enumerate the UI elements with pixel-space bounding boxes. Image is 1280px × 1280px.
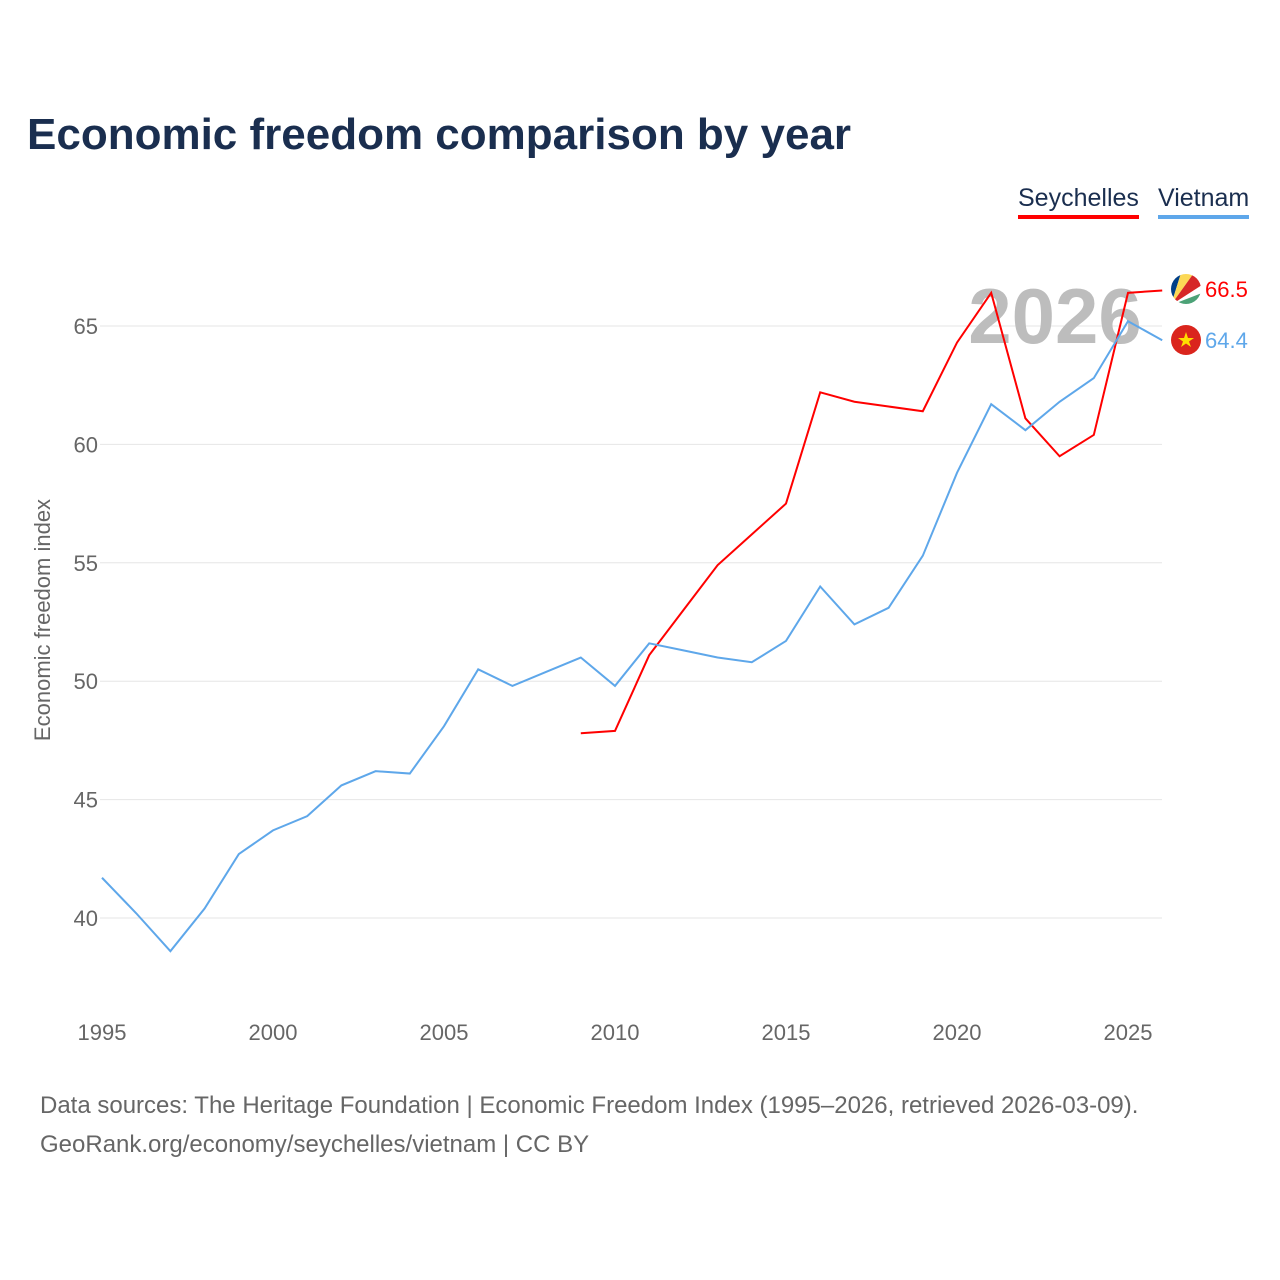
end-value-label: 66.5 (1205, 277, 1248, 302)
seychelles-flag-icon (1171, 274, 1201, 304)
x-tick-label: 2015 (762, 1020, 811, 1045)
y-tick-label: 50 (74, 669, 98, 694)
y-tick-label: 60 (74, 432, 98, 457)
x-tick-label: 1995 (78, 1020, 127, 1045)
y-tick-label: 55 (74, 551, 98, 576)
x-tick-label: 2000 (249, 1020, 298, 1045)
y-tick-label: 45 (74, 788, 98, 813)
source-link[interactable]: GeoRank.org/economy/seychelles/vietnam |… (40, 1131, 590, 1158)
end-value-label: 64.4 (1205, 328, 1248, 353)
vietnam-flag-icon (1171, 325, 1201, 355)
chart-title: Economic freedom comparison by year (27, 110, 852, 159)
data-sources-text: Data sources: The Heritage Foundation | … (40, 1092, 1139, 1119)
series-line-seychelles (580, 289, 1163, 735)
y-tick-label: 40 (74, 906, 98, 931)
x-tick-label: 2005 (420, 1020, 469, 1045)
x-tick-label: 2020 (933, 1020, 982, 1045)
legend-seychelles[interactable]: Seychelles (1018, 184, 1139, 219)
legend-vietnam[interactable]: Vietnam (1158, 184, 1250, 219)
x-tick-label: 2010 (591, 1020, 640, 1045)
y-axis-label: Economic freedom index (30, 499, 55, 741)
x-tick-label: 2025 (1104, 1020, 1153, 1045)
footer: Data sources: The Heritage Foundation | … (40, 1086, 1138, 1164)
y-tick-label: 65 (74, 314, 98, 339)
series-line-vietnam (101, 319, 1163, 953)
